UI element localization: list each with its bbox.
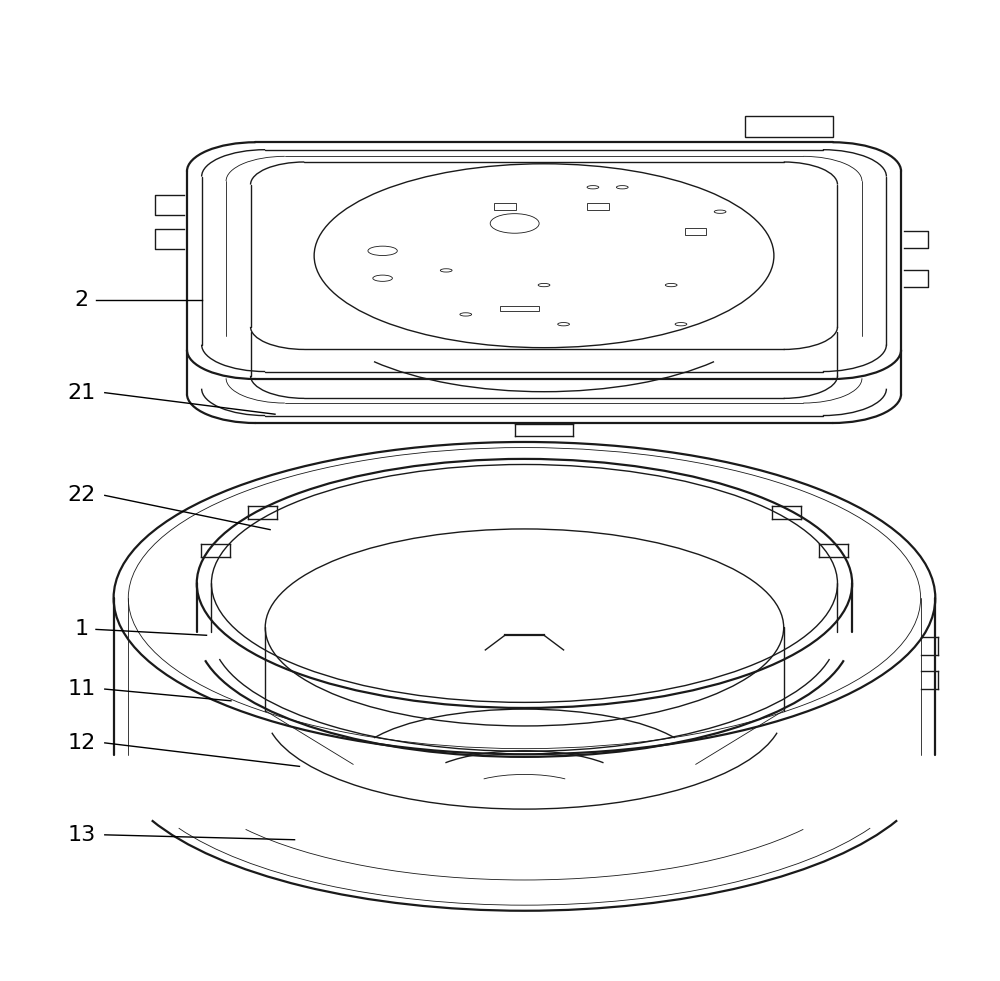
Bar <box>685 228 706 234</box>
Text: 13: 13 <box>68 825 96 845</box>
Text: 1: 1 <box>74 619 89 640</box>
Bar <box>587 203 609 210</box>
Text: 21: 21 <box>68 383 96 402</box>
Text: 11: 11 <box>68 679 96 699</box>
Bar <box>745 116 833 137</box>
Bar <box>500 306 539 312</box>
Text: 22: 22 <box>68 486 96 505</box>
Bar <box>494 203 516 210</box>
Text: 12: 12 <box>68 733 96 752</box>
Text: 2: 2 <box>74 289 89 310</box>
